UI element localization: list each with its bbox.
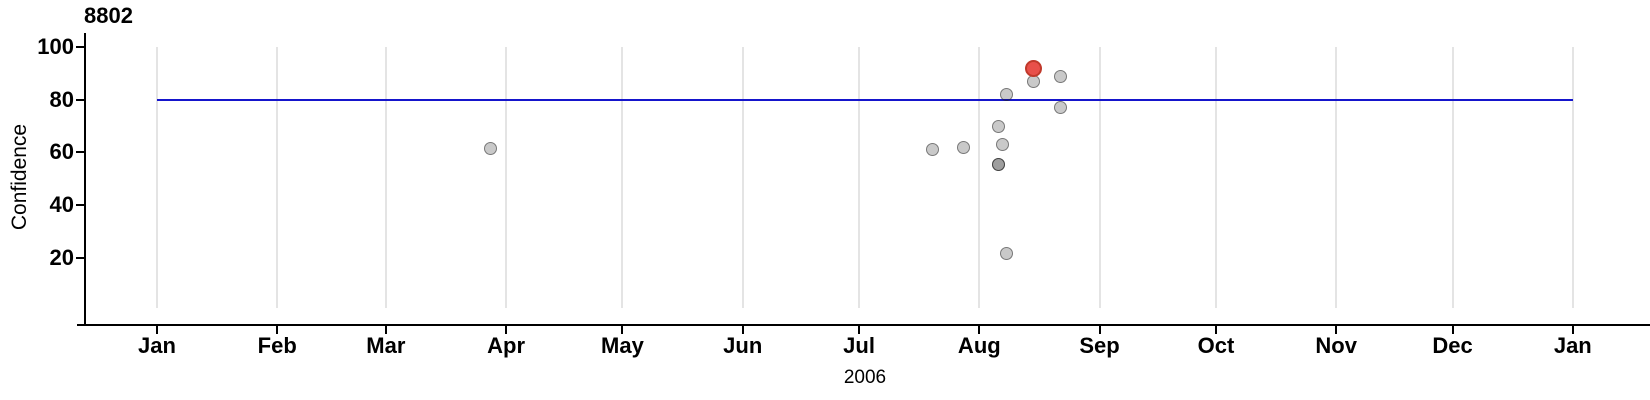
x-tick-label: Mar	[366, 333, 406, 358]
data-point[interactable]	[999, 87, 1013, 101]
y-axis-line	[84, 33, 86, 326]
x-axis-tick	[1571, 326, 1574, 334]
x-tick-label: Oct	[1197, 333, 1235, 358]
x-axis-tick	[505, 326, 508, 334]
x-axis-label: 2006	[843, 367, 887, 388]
x-axis-tick	[276, 326, 279, 334]
x-axis-tick	[1214, 326, 1217, 334]
y-tick-label: 20	[49, 244, 74, 270]
month-gridline	[978, 47, 981, 308]
x-tick-label: Feb	[257, 333, 297, 358]
data-point[interactable]	[484, 141, 498, 155]
month-gridline	[741, 47, 744, 308]
y-tick-label: 100	[37, 34, 74, 60]
threshold-line	[157, 98, 1573, 101]
month-gridline	[1451, 47, 1454, 308]
data-point[interactable]	[1054, 101, 1068, 115]
x-tick-label: Aug	[957, 333, 1001, 358]
y-axis-tick	[76, 46, 84, 49]
x-tick-label: Jul	[843, 333, 875, 358]
x-tick-label: Nov	[1315, 333, 1357, 358]
x-tick-label: Jan	[1553, 333, 1592, 358]
y-axis-tick	[76, 151, 84, 154]
y-tick-label: 80	[49, 86, 74, 112]
month-gridline	[1098, 47, 1101, 308]
x-tick-label: May	[601, 333, 644, 358]
data-point[interactable]	[1027, 74, 1041, 88]
chart-title: 8802	[84, 3, 133, 28]
x-tick-label: Dec	[1432, 333, 1473, 358]
x-axis-tick	[858, 326, 861, 334]
y-axis-tick	[76, 98, 84, 101]
month-gridline	[1571, 47, 1574, 308]
month-gridline	[505, 47, 508, 308]
month-gridline	[1335, 47, 1338, 308]
x-axis-tick	[156, 326, 158, 334]
x-axis-tick	[1451, 326, 1454, 334]
x-tick-label: Apr	[487, 333, 526, 358]
x-axis-line	[77, 324, 1650, 326]
highlighted-data-point[interactable]	[1025, 59, 1043, 77]
y-tick-label: 40	[49, 191, 74, 217]
data-point[interactable]	[957, 140, 971, 154]
month-gridline	[384, 47, 387, 308]
x-axis-tick	[1098, 326, 1101, 334]
x-axis-tick	[978, 326, 981, 334]
y-axis-tick	[76, 203, 84, 206]
month-gridline	[621, 47, 624, 308]
data-point[interactable]	[992, 157, 1006, 171]
month-gridline	[276, 47, 279, 308]
data-point[interactable]	[996, 137, 1010, 151]
month-gridline	[1214, 47, 1217, 308]
x-tick-label: Sep	[1079, 333, 1120, 358]
x-axis-tick	[1335, 326, 1338, 334]
x-tick-label: Jan	[138, 333, 176, 358]
data-point[interactable]	[1054, 69, 1068, 83]
month-gridline	[156, 47, 158, 308]
x-axis-tick	[621, 326, 624, 334]
data-point[interactable]	[992, 119, 1006, 133]
x-tick-label: Jun	[723, 333, 763, 358]
data-point[interactable]	[999, 247, 1013, 261]
month-gridline	[858, 47, 861, 308]
x-axis-tick	[384, 326, 387, 334]
x-axis-tick	[741, 326, 744, 334]
data-point[interactable]	[926, 143, 940, 157]
y-axis-tick	[76, 256, 84, 259]
y-tick-label: 60	[49, 139, 74, 165]
